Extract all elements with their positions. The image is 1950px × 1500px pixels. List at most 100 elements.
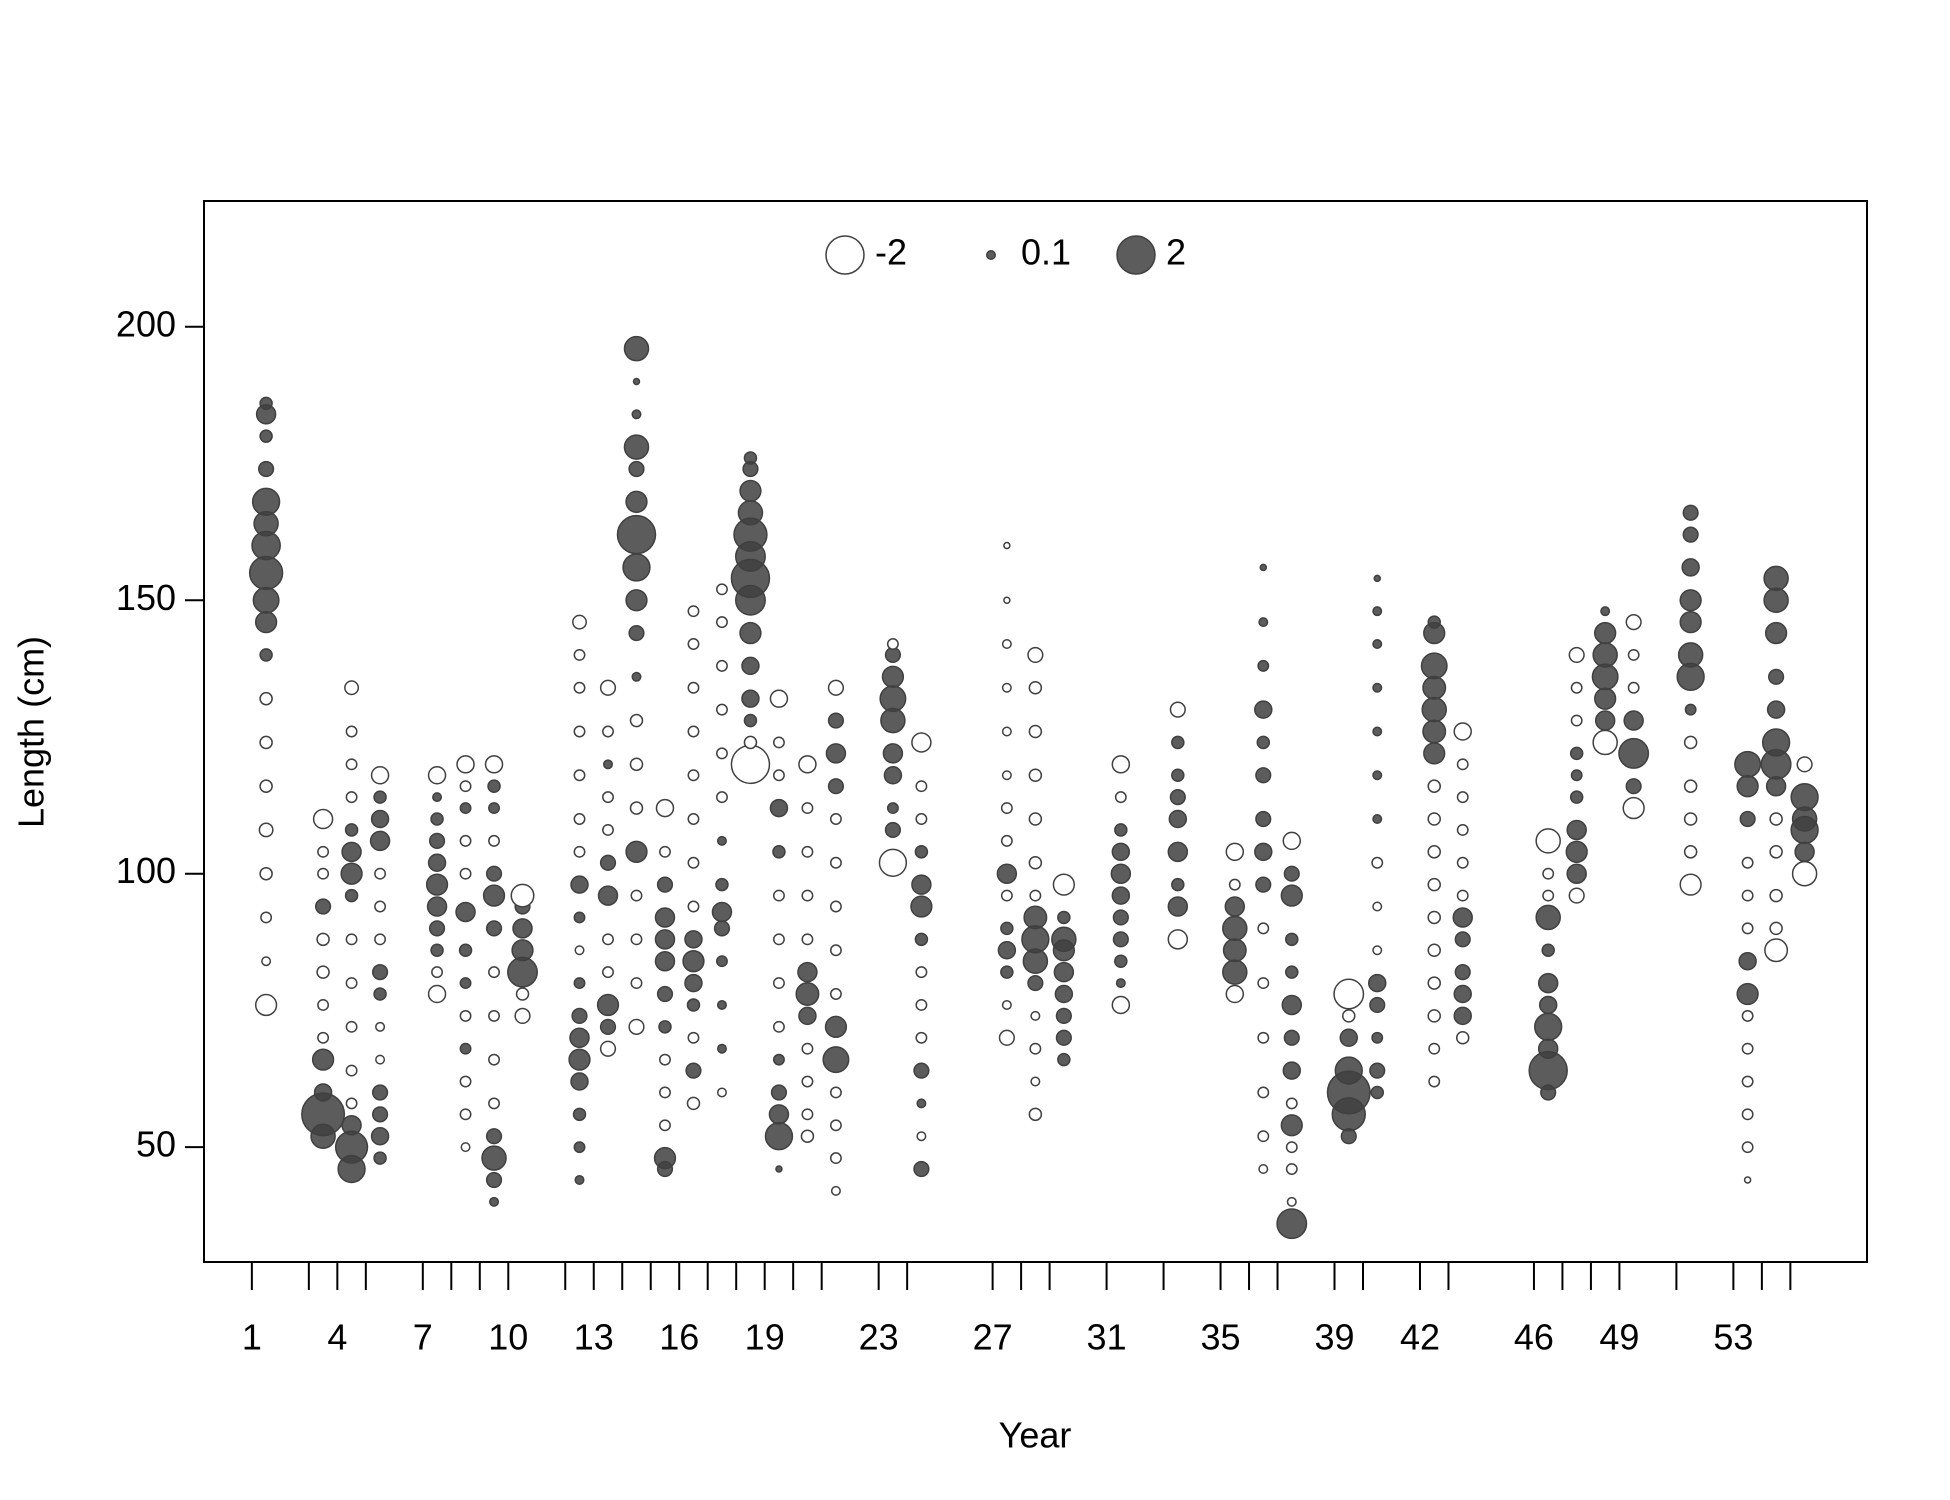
- bubble: [1427, 615, 1441, 629]
- bubble: [482, 884, 506, 907]
- bubble: [344, 823, 359, 837]
- x-tick-label: 35: [1201, 1317, 1241, 1358]
- bubble: [1537, 1038, 1559, 1059]
- bubble: [1255, 876, 1272, 893]
- bubble: [1283, 865, 1300, 882]
- bubble: [1428, 1042, 1441, 1055]
- bubble: [1028, 812, 1043, 826]
- bubble: [1625, 614, 1642, 631]
- bubble: [1568, 887, 1585, 904]
- bubble: [1257, 1086, 1270, 1099]
- bubble: [1057, 1052, 1071, 1067]
- bubble: [1258, 1164, 1269, 1175]
- bubble: [716, 835, 727, 846]
- bubble: [687, 769, 700, 782]
- bubble: [1333, 978, 1365, 1010]
- bubble: [775, 1165, 783, 1173]
- bubble: [801, 1108, 814, 1121]
- bubble: [1566, 863, 1587, 884]
- bubble: [1627, 681, 1640, 694]
- bubble: [1111, 886, 1131, 905]
- bubble: [484, 755, 504, 774]
- x-tick-label: 10: [488, 1317, 528, 1358]
- bubble: [801, 802, 814, 815]
- bubble: [1456, 823, 1469, 836]
- bubble: [631, 671, 642, 682]
- bubble: [1028, 855, 1043, 870]
- bubble: [1339, 1028, 1359, 1048]
- bubble: [1427, 812, 1441, 826]
- bubble: [1594, 621, 1617, 645]
- bubble: [373, 1151, 387, 1165]
- bubble: [1741, 1141, 1754, 1154]
- bubble: [1683, 845, 1698, 859]
- bubble: [1000, 965, 1014, 979]
- bubble: [259, 866, 273, 881]
- bubble: [375, 1054, 386, 1065]
- bubble: [1054, 984, 1074, 1004]
- bubble: [1372, 770, 1383, 781]
- bubble: [258, 822, 274, 838]
- bubble: [1682, 504, 1699, 521]
- bubble: [886, 802, 899, 815]
- bubble: [914, 845, 929, 859]
- bubble: [772, 845, 786, 859]
- bubble: [460, 1142, 471, 1153]
- bubble: [1627, 648, 1640, 661]
- bubble: [1766, 700, 1786, 719]
- bubble: [829, 1152, 842, 1165]
- bubble: [716, 791, 728, 804]
- bubble: [1254, 842, 1273, 862]
- bubble: [915, 813, 928, 825]
- bubble: [1594, 687, 1617, 710]
- bubble: [599, 679, 617, 696]
- bubble: [1569, 790, 1584, 804]
- bubble: [1763, 565, 1789, 592]
- bubble: [345, 977, 358, 990]
- bubble: [916, 1098, 927, 1109]
- legend-symbol: [825, 235, 865, 275]
- bubble: [772, 889, 785, 902]
- bubble: [1452, 907, 1473, 928]
- bubble: [1622, 796, 1645, 820]
- bubble: [1569, 746, 1584, 761]
- bubble: [345, 1064, 358, 1077]
- bubble: [798, 1006, 817, 1026]
- bubble: [514, 1007, 531, 1025]
- bubble: [572, 614, 587, 630]
- bubble: [573, 813, 586, 825]
- bubble: [1769, 888, 1783, 903]
- bubble: [251, 487, 281, 516]
- bubble: [1741, 1075, 1754, 1088]
- bubble: [1566, 819, 1587, 841]
- bubble: [1000, 921, 1014, 936]
- bubble: [344, 888, 359, 903]
- bubble: [829, 944, 842, 957]
- bubble: [369, 830, 391, 852]
- bubble: [623, 335, 650, 362]
- bubble: [769, 798, 789, 818]
- bubble: [1001, 726, 1012, 737]
- bubble: [1535, 828, 1561, 854]
- bubble: [1001, 770, 1012, 781]
- bubble: [602, 823, 614, 836]
- bubble: [886, 638, 899, 650]
- plot-frame: [203, 200, 1868, 1263]
- bubble: [1369, 996, 1386, 1014]
- bubble: [512, 918, 533, 939]
- bubble: [1027, 646, 1044, 664]
- bubble: [459, 867, 472, 880]
- bubble: [1768, 668, 1785, 685]
- x-tick-label: 49: [1599, 1317, 1639, 1358]
- bubble: [1276, 1208, 1308, 1240]
- bubble: [341, 841, 362, 863]
- bubble: [1372, 682, 1383, 693]
- bubble: [248, 555, 284, 591]
- bubble: [769, 689, 789, 708]
- bubble: [345, 1020, 358, 1033]
- x-tick-label: 19: [745, 1317, 785, 1358]
- bubble: [314, 898, 332, 915]
- x-tick-label: 4: [327, 1317, 347, 1358]
- bubble: [1254, 700, 1273, 719]
- bubble: [1373, 574, 1381, 583]
